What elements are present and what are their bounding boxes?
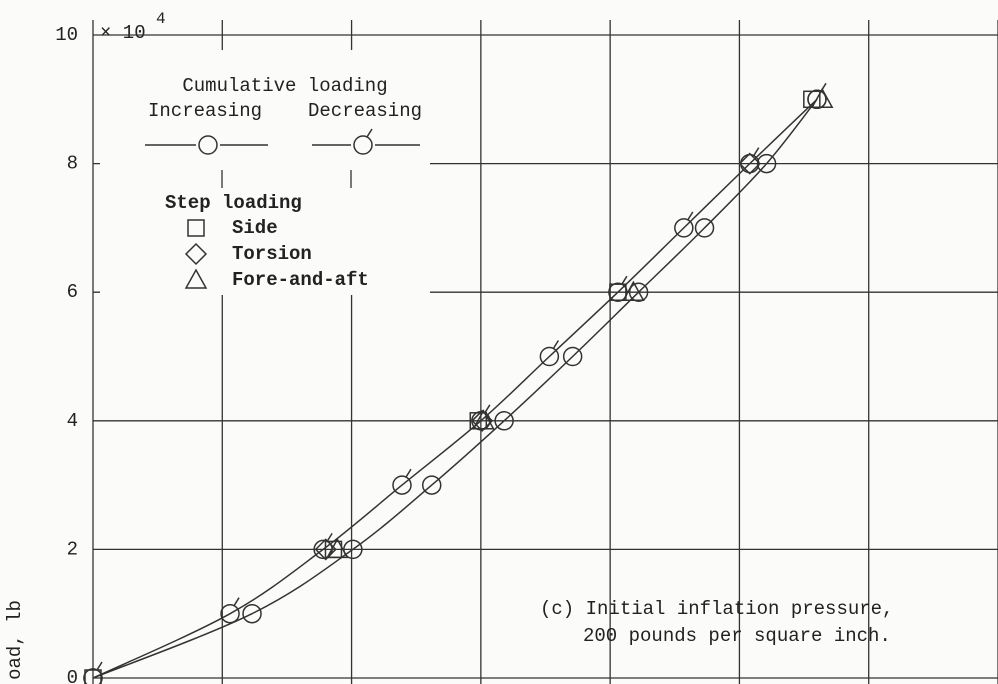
marker-part <box>552 340 560 349</box>
marker-part <box>810 87 834 109</box>
marker <box>353 128 373 155</box>
y-tick-label: 8 <box>67 153 78 175</box>
marker-part <box>738 152 761 175</box>
marker-part <box>674 218 694 238</box>
marker-part <box>472 409 495 430</box>
marker-part <box>421 475 442 495</box>
marker-part <box>343 539 363 560</box>
marker-part <box>539 346 560 367</box>
marker-part <box>187 219 205 237</box>
marker-part <box>233 597 240 607</box>
marker-part <box>242 603 262 624</box>
marker <box>187 219 205 237</box>
marker <box>220 597 240 624</box>
marker-part <box>366 128 373 138</box>
marker-part <box>484 404 491 414</box>
marker <box>609 283 627 301</box>
marker-part <box>405 468 412 478</box>
marker-part <box>494 411 514 431</box>
annotation: 200 pounds per square inch. <box>583 625 891 647</box>
marker-part <box>609 283 627 301</box>
marker-part <box>198 135 218 155</box>
y-multiplier: × 10 <box>100 22 146 44</box>
y-axis-label: oad, lb <box>4 600 26 680</box>
legend-title: Step loading <box>165 192 302 214</box>
marker-part <box>694 218 715 238</box>
marker <box>628 282 649 302</box>
marker-part <box>471 409 494 432</box>
marker <box>184 268 208 289</box>
marker-part <box>83 668 103 684</box>
marker-part <box>353 135 373 155</box>
legend-label: Torsion <box>232 243 312 265</box>
marker-part <box>753 147 760 156</box>
marker <box>343 539 363 560</box>
marker <box>674 211 694 238</box>
marker-part <box>622 280 645 301</box>
y-tick-label: 10 <box>55 24 78 46</box>
marker-part <box>621 275 628 285</box>
marker <box>562 346 583 367</box>
curve <box>92 98 818 679</box>
marker-part <box>184 268 208 289</box>
legend-label: Decreasing <box>308 100 422 122</box>
marker <box>326 537 349 559</box>
marker <box>392 468 412 495</box>
marker <box>421 475 442 495</box>
y-tick-label: 2 <box>67 538 78 560</box>
marker-part <box>756 153 777 174</box>
marker <box>608 275 628 302</box>
marker <box>242 603 262 624</box>
marker <box>694 218 715 238</box>
marker <box>184 242 208 266</box>
marker <box>810 87 834 109</box>
marker <box>494 411 514 431</box>
y-tick-label: 0 <box>67 667 78 684</box>
legend-box <box>100 50 430 295</box>
marker <box>738 152 761 175</box>
marker-part <box>96 661 103 671</box>
legend-label: Increasing <box>148 100 262 122</box>
y-tick-label: 6 <box>67 281 78 303</box>
y-multiplier-exponent: 4 <box>156 10 166 28</box>
marker-part <box>687 211 694 221</box>
annotation: (c) Initial inflation pressure, <box>540 598 893 620</box>
legend-label: Fore-and-aft <box>232 269 369 291</box>
marker <box>314 538 337 561</box>
marker-part <box>184 242 208 266</box>
marker-part <box>314 538 337 561</box>
marker <box>471 409 494 432</box>
y-tick-label: 4 <box>67 410 78 432</box>
marker-part <box>807 89 827 110</box>
marker-part <box>326 533 333 542</box>
marker <box>539 340 560 367</box>
legend-label: Side <box>232 217 278 239</box>
marker <box>622 280 645 301</box>
curve <box>92 98 818 679</box>
marker <box>756 153 777 174</box>
marker-part <box>608 282 628 302</box>
marker <box>84 669 102 684</box>
legend-title: Cumulative loading <box>182 75 387 97</box>
marker-part <box>392 475 412 495</box>
marker <box>472 409 495 430</box>
marker <box>198 135 218 155</box>
marker-part <box>84 669 102 684</box>
marker-part <box>220 603 240 624</box>
marker-part <box>326 537 349 559</box>
marker-part <box>628 282 649 302</box>
marker-part <box>562 346 583 367</box>
marker <box>83 661 103 684</box>
